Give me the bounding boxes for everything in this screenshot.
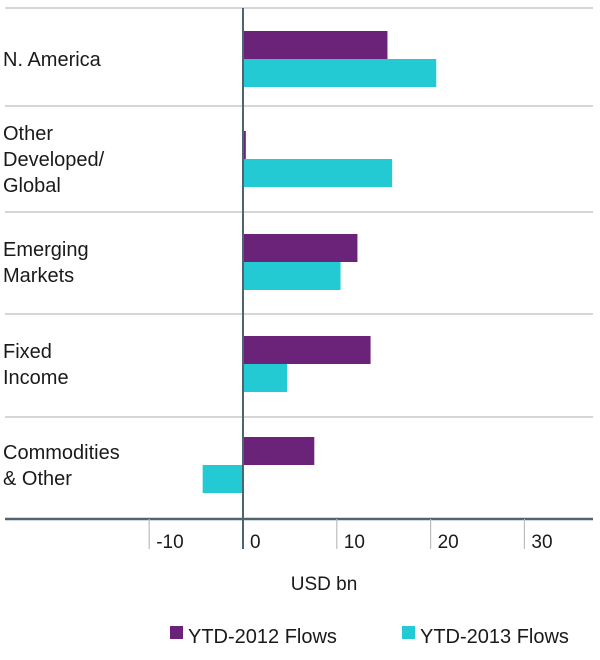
legend-label: YTD-2012 Flows [188,626,337,648]
bar-ytd-2012-flows-other-developed-global [243,131,246,159]
bar-ytd-2013-flows-commodities-other [202,465,243,493]
category-label: Other Developed/Global [3,123,105,197]
x-tick-label: 10 [344,532,365,553]
category-label-line: Commodities [3,442,120,464]
bar-ytd-2013-flows-n-america [243,59,437,87]
bar-ytd-2012-flows-emerging-markets [243,234,358,262]
category-label: N. America [3,49,102,71]
bars [202,31,437,493]
category-label: Commodities & Other [3,442,120,490]
category-labels: N. America Other Developed/Global Emerging M… [3,49,120,490]
category-label-line: Developed/ [3,149,105,171]
bar-ytd-2012-flows-n-america [243,31,388,59]
legend: YTD-2012 Flows YTD-2013 Flows [170,626,569,648]
category-label-line: Fixed [3,341,52,363]
category-label-line: Global [3,175,61,197]
x-tick-label: 0 [250,532,261,553]
category-label: Fixed Income [3,341,69,389]
x-axis-title: USD bn [291,574,358,595]
bar-ytd-2012-flows-fixed-income [243,336,371,364]
bar-ytd-2012-flows-commodities-other [243,437,315,465]
bar-ytd-2013-flows-other-developed-global [243,159,393,187]
bar-ytd-2013-flows-emerging-markets [243,262,341,290]
category-separators [5,7,593,418]
bar-ytd-2013-flows-fixed-income [243,364,288,392]
category-label: Emerging Markets [3,239,89,287]
category-label-line: Markets [3,265,74,287]
x-tick-label: 20 [438,532,459,553]
category-label-line: Emerging [3,239,89,261]
category-label-line: Other [3,123,53,145]
x-tick-label: -10 [156,532,183,553]
category-label-line: Income [3,367,69,389]
legend-swatch [402,626,415,639]
legend-label: YTD-2013 Flows [420,626,569,648]
category-label-line: N. America [3,49,102,71]
x-tick-label: 30 [531,532,552,553]
x-axis: -10 0 10 20 30 [5,8,593,553]
category-label-line: & Other [3,468,72,490]
legend-swatch [170,626,183,639]
